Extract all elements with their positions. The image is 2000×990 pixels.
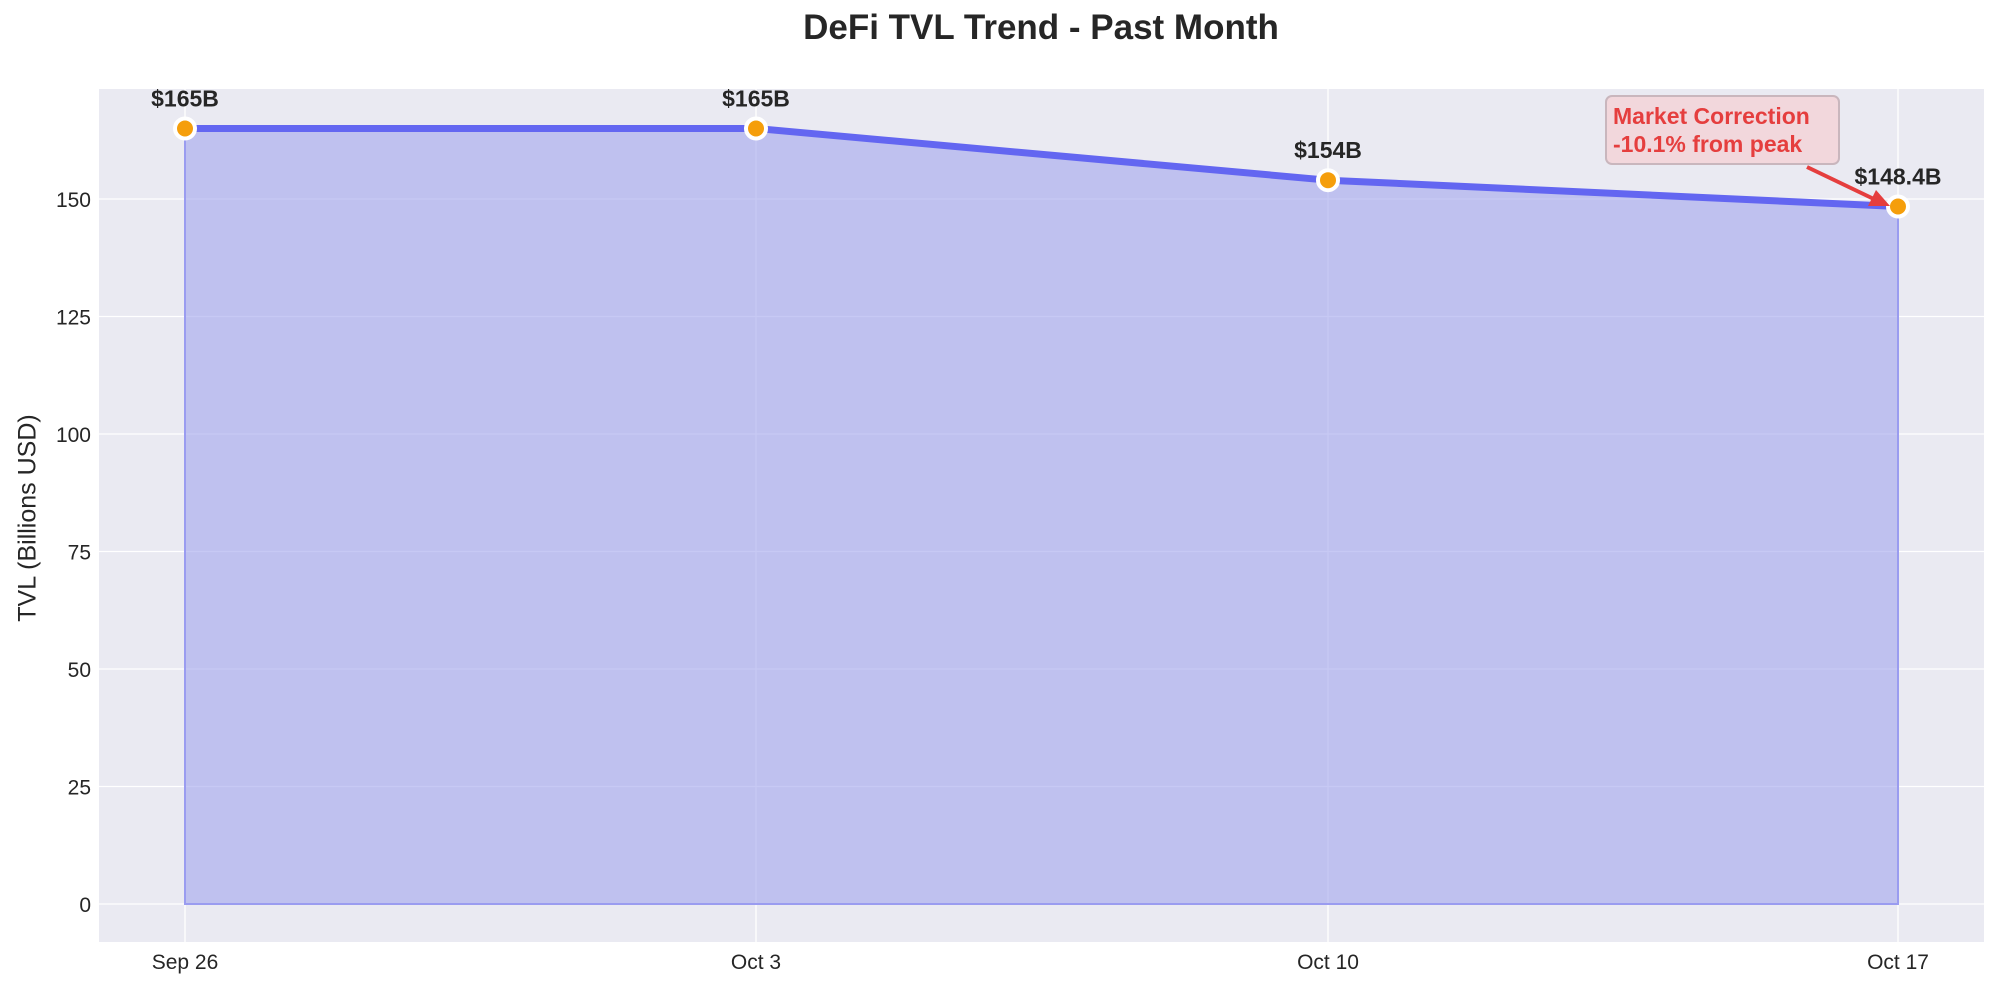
annotation-box [1605,95,1840,165]
data-value-label: $165B [722,86,790,112]
area-fill [184,127,1899,905]
x-tick-label: Oct 10 [1297,951,1359,974]
data-value-label: $154B [1294,137,1362,163]
y-axis-ticks: 0 25 50 75 100 125 150 [56,189,91,917]
annotation-text-line1: Market Correction [1613,103,1810,129]
annotation: Market Correction-10.1% from peak [1605,95,1890,206]
y-tick-label: 125 [56,307,91,330]
y-tick-label: 50 [68,659,91,682]
x-axis-ticks: Sep 26 Oct 3 Oct 10 Oct 17 [152,951,1929,974]
arrowhead-icon [1868,190,1890,206]
data-point-marker [1316,168,1340,193]
y-tick-label: 150 [56,189,91,212]
x-tick-label: Oct 17 [1867,951,1929,974]
data-markers [173,116,1910,219]
chart-title: DeFi TVL Trend - Past Month [803,8,1279,47]
data-line [185,125,1899,211]
x-tick-label: Sep 26 [152,951,219,974]
data-point-marker [1886,194,1910,219]
y-tick-label: 100 [56,424,91,447]
annotation-arrow [1806,165,1879,203]
annotation-text-line2: -10.1% from peak [1613,131,1802,157]
data-point-marker [173,116,197,141]
data-labels: $165B $165B $154B $148.4B [151,86,1941,190]
y-tick-label: 0 [79,894,91,917]
y-tick-label: 75 [68,542,91,565]
data-value-label: $148.4B [1855,164,1942,190]
data-point-marker [744,116,768,141]
data-value-label: $165B [151,86,219,112]
y-tick-label: 25 [68,777,91,800]
x-tick-label: Oct 3 [731,951,781,974]
